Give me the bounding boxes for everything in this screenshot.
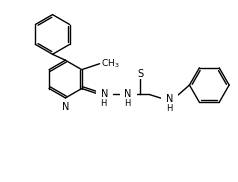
Text: H: H bbox=[166, 104, 172, 113]
Text: S: S bbox=[137, 69, 143, 79]
Text: N: N bbox=[124, 90, 132, 100]
Text: CH$_3$: CH$_3$ bbox=[101, 58, 119, 70]
Text: H: H bbox=[124, 99, 131, 108]
Text: N: N bbox=[101, 90, 108, 100]
Text: N: N bbox=[62, 102, 69, 112]
Text: H: H bbox=[100, 99, 107, 108]
Text: N: N bbox=[166, 94, 174, 104]
